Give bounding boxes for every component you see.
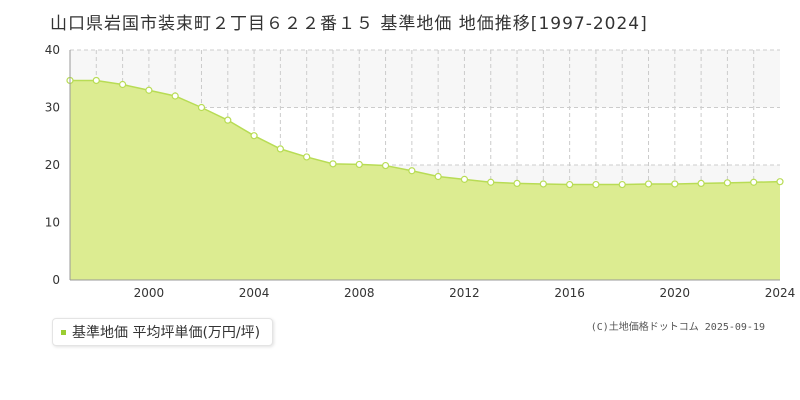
- x-tick-label: 2016: [554, 286, 585, 300]
- data-point: [92, 76, 100, 85]
- data-point: [644, 180, 653, 188]
- data-point: [197, 103, 206, 112]
- y-tick-label: 10: [45, 216, 60, 230]
- data-point: [539, 180, 547, 188]
- data-point: [303, 153, 311, 161]
- chart-title: 山口県岩国市装束町２丁目６２２番１５ 基準地価 地価推移[1997-2024]: [50, 14, 648, 34]
- data-point: [723, 179, 732, 187]
- y-tick-label: 40: [45, 43, 60, 57]
- data-point: [513, 179, 521, 187]
- data-point: [592, 180, 600, 189]
- data-point: [434, 172, 442, 181]
- data-point: [145, 86, 153, 94]
- data-point: [618, 180, 626, 189]
- data-point: [355, 160, 363, 169]
- x-tick-label: 2012: [449, 286, 480, 300]
- data-point: [487, 178, 495, 186]
- y-tick-label: 0: [52, 273, 60, 287]
- x-tick-label: 2004: [239, 286, 270, 300]
- data-point: [224, 116, 232, 124]
- data-point: [408, 167, 416, 175]
- data-point: [697, 179, 705, 187]
- y-tick-label: 20: [45, 158, 60, 172]
- data-point: [171, 92, 179, 100]
- x-tick-label: 2024: [765, 286, 796, 300]
- legend[interactable]: 基準地価 平均坪単価(万円/坪): [52, 318, 274, 346]
- data-point: [776, 178, 784, 186]
- data-point: [276, 145, 284, 153]
- data-point: [118, 80, 127, 89]
- x-tick-label: 2020: [660, 286, 691, 300]
- x-tick-label: 2008: [344, 286, 375, 300]
- data-point: [250, 132, 258, 140]
- data-point: [329, 160, 337, 168]
- legend-swatch-icon: [61, 329, 66, 335]
- data-point: [381, 161, 390, 170]
- data-point: [460, 175, 469, 183]
- x-tick-label: 2000: [134, 286, 165, 300]
- y-tick-label: 30: [45, 101, 60, 115]
- series-area: [70, 80, 780, 280]
- data-point: [750, 178, 758, 186]
- legend-label: 基準地価 平均坪単価(万円/坪): [72, 325, 261, 341]
- copyright: (C)土地価格ドットコム 2025-09-19: [590, 322, 765, 333]
- data-point: [671, 180, 679, 188]
- plot-band: [70, 50, 780, 108]
- series-line: [70, 79, 781, 186]
- data-point: [566, 180, 574, 189]
